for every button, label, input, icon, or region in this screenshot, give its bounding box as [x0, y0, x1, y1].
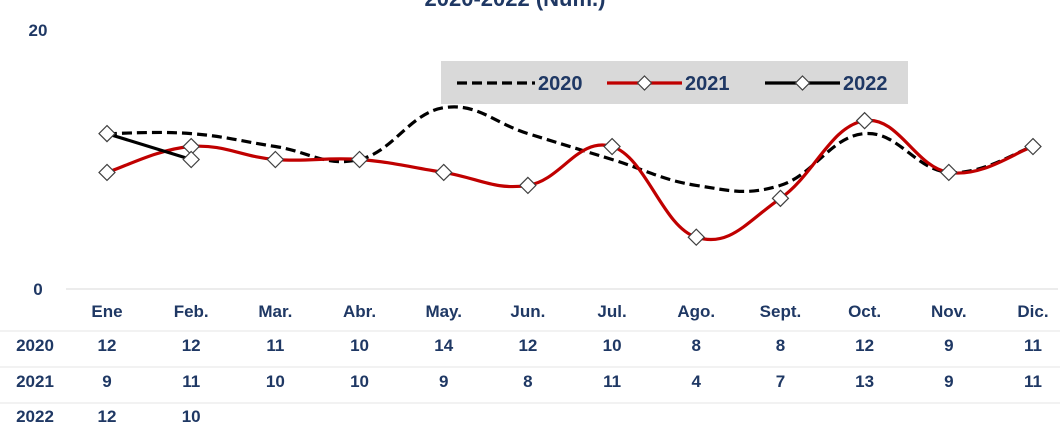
table-cell: 8	[692, 336, 701, 355]
table-row-header: 2022	[16, 407, 54, 426]
marker-2021	[603, 137, 621, 156]
x-tick-label: Mar.	[258, 302, 292, 321]
table-cell: 8	[523, 372, 532, 391]
y-axis: 0 20	[29, 21, 48, 299]
x-tick-label: Ene	[91, 302, 122, 321]
table-row-header: 2020	[16, 336, 54, 355]
legend-label-2022: 2022	[843, 73, 888, 95]
x-tick-label: Abr.	[343, 302, 376, 321]
x-tick-label: Oct.	[848, 302, 881, 321]
marker-2021	[98, 163, 116, 182]
table-cell: 9	[439, 372, 448, 391]
table-cell: 13	[855, 372, 874, 391]
table-cell: 10	[603, 336, 622, 355]
x-tick-label: Jul.	[597, 302, 626, 321]
table-cell: 8	[776, 336, 785, 355]
table-cell: 4	[692, 372, 702, 391]
table-cell: 10	[266, 372, 285, 391]
x-tick-label: Feb.	[174, 302, 209, 321]
table-cell: 7	[776, 372, 785, 391]
x-tick-label: Jun.	[510, 302, 545, 321]
x-tick-label: Ago.	[677, 302, 715, 321]
table-cell: 11	[266, 336, 284, 355]
x-tick-label: Nov.	[931, 302, 967, 321]
marker-2022	[98, 124, 116, 143]
marker-2022	[182, 150, 201, 169]
series-line-2021	[106, 118, 1034, 242]
table-cell: 12	[98, 336, 117, 355]
marker-2021	[434, 163, 453, 182]
table-cell: 12	[518, 336, 537, 355]
series-line-2022	[106, 132, 192, 162]
table-cell: 10	[350, 336, 369, 355]
table-cell: 11	[1024, 372, 1042, 391]
table-cell: 11	[1024, 336, 1042, 355]
legend-marker-2021	[636, 75, 653, 91]
marker-2021	[519, 176, 537, 195]
legend-marker-2022	[794, 75, 811, 91]
table-cell: 12	[98, 407, 117, 426]
table-cell: 9	[102, 372, 111, 391]
marker-2021	[939, 163, 958, 182]
table-cell: 9	[944, 336, 953, 355]
y-tick-label: 0	[33, 280, 42, 299]
table-cell: 9	[944, 372, 953, 391]
table-cell: 10	[182, 407, 201, 426]
x-tick-label: May.	[425, 302, 462, 321]
marker-2021	[350, 150, 369, 169]
table-cell: 11	[603, 372, 621, 391]
marker-2021	[687, 228, 706, 247]
y-tick-label: 20	[29, 21, 48, 40]
table-cell: 12	[855, 336, 874, 355]
table-cell: 14	[434, 336, 453, 355]
table-cell: 10	[350, 372, 369, 391]
plot-area	[98, 105, 1042, 247]
marker-2021	[855, 111, 874, 130]
table-cell: 12	[182, 336, 201, 355]
x-tick-label: Sept.	[760, 302, 802, 321]
x-tick-label: Dic.	[1017, 302, 1048, 321]
legend-label-2020: 2020	[538, 73, 583, 95]
table-cell: 11	[182, 372, 200, 391]
marker-2021	[1024, 137, 1042, 156]
marker-2021	[266, 150, 285, 169]
x-axis: Ene Feb. Mar. Abr. May. Jun. Jul. Ago. Sept. Oct.…	[66, 288, 1058, 321]
table-row-header: 2021	[16, 372, 54, 391]
marker-2021	[771, 189, 790, 208]
data-table: 2020 12 12 11 10 14 12 10 8 8 12 9 11 2021 9 11 10 10 9 8 11…	[0, 330, 1060, 426]
series-line-2020	[106, 105, 1034, 193]
legend-label-2021: 2021	[685, 73, 730, 95]
legend: 2020 2021 2022	[441, 61, 908, 104]
chart-title: 2020-2022 (Núm.)	[425, 0, 606, 11]
